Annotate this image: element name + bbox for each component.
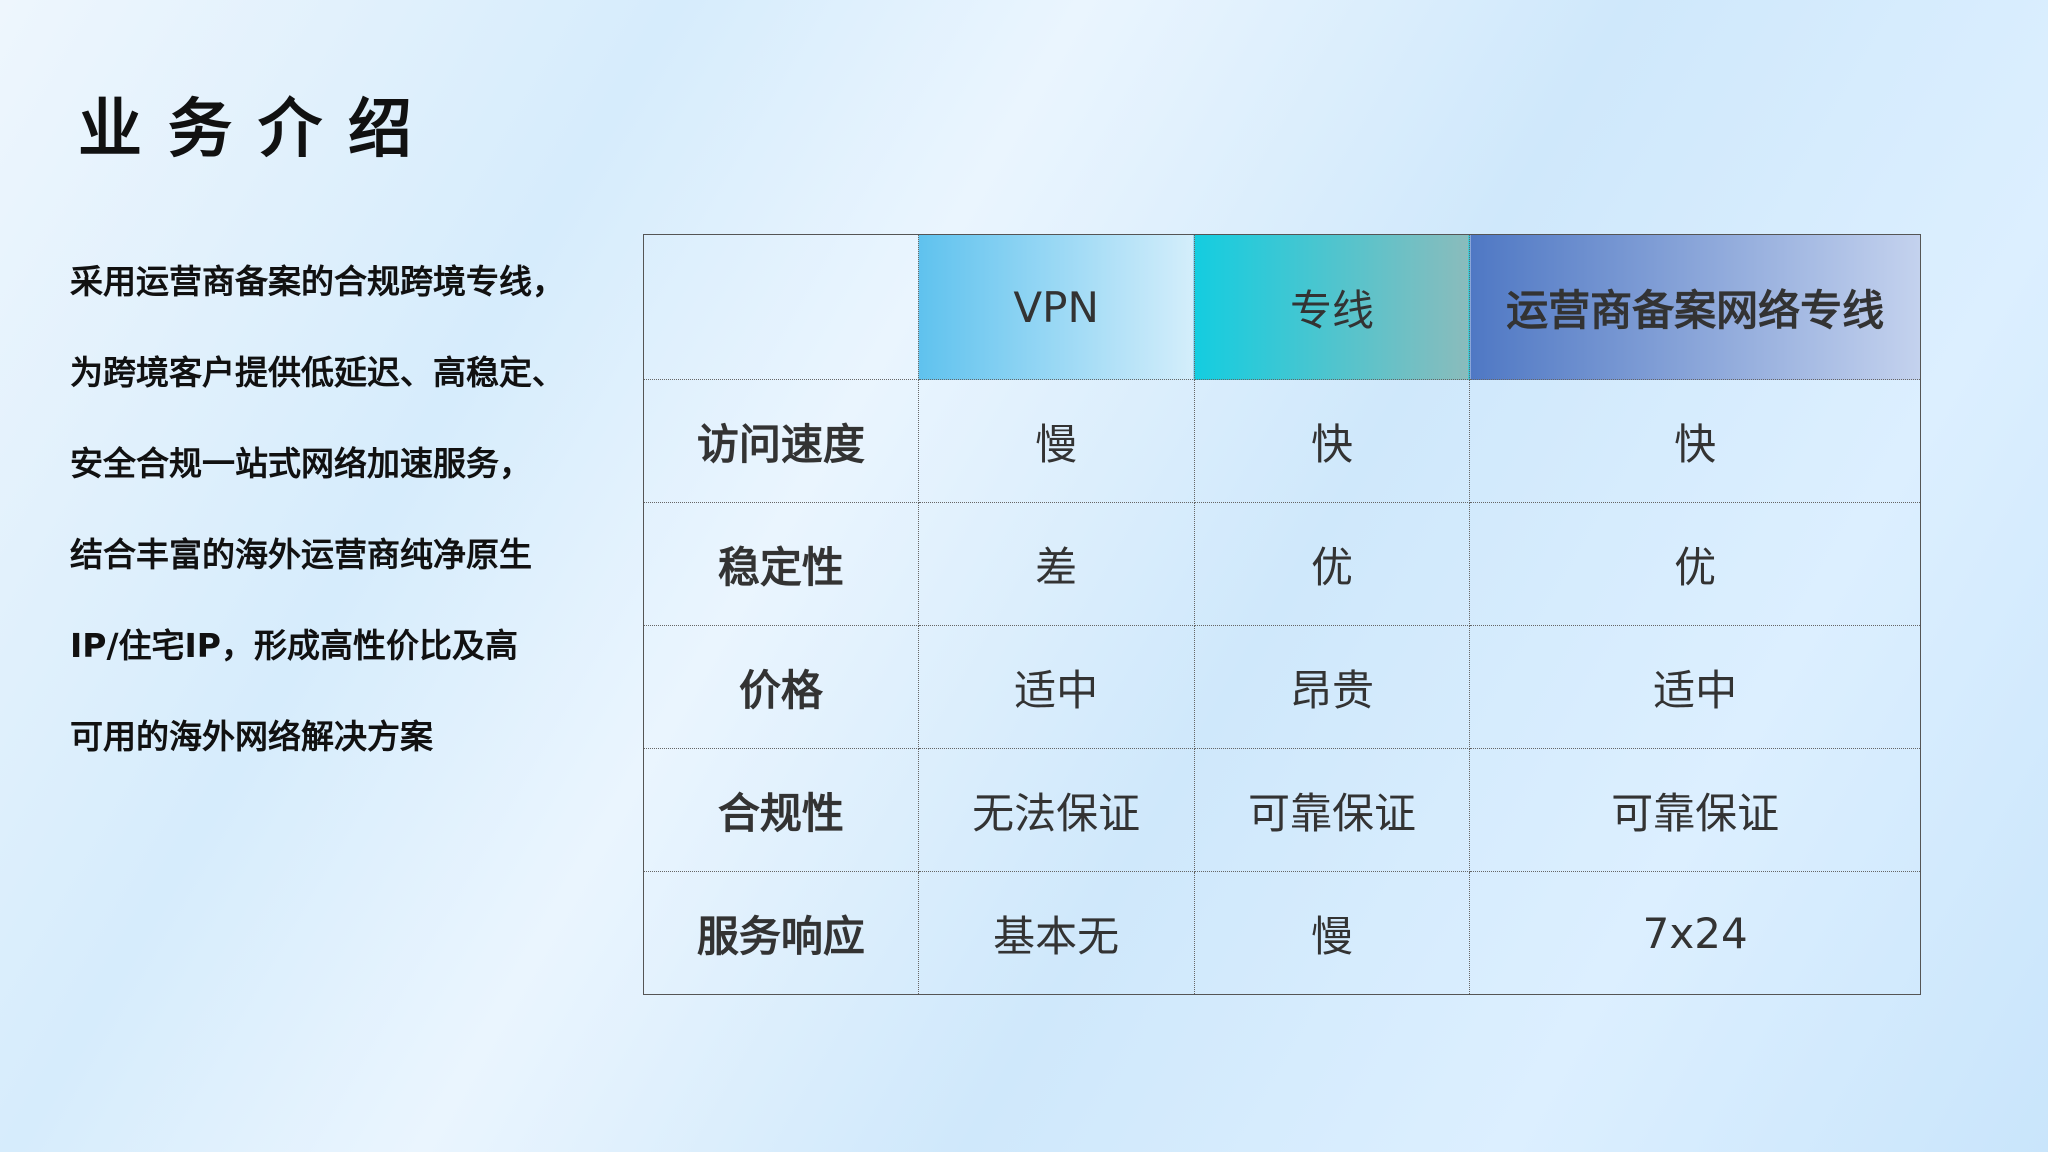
table-cell: 慢 bbox=[917, 379, 1195, 503]
intro-paragraph: 采用运营商备案的合规跨境专线， 为跨境客户提供低延迟、高稳定、 安全合规一站式网… bbox=[70, 236, 630, 782]
table-header-row: VPN 专线 运营商备案网络专线 bbox=[643, 234, 1921, 380]
table-cell: 可靠保证 bbox=[1469, 748, 1921, 872]
row-label: 价格 bbox=[643, 625, 919, 749]
table-cell: 基本无 bbox=[917, 871, 1195, 995]
page-title: 业务介绍 bbox=[78, 93, 438, 167]
intro-line: 采用运营商备案的合规跨境专线， bbox=[70, 262, 565, 301]
intro-line: 为跨境客户提供低延迟、高稳定、 bbox=[70, 353, 565, 392]
intro-line: 可用的海外网络解决方案 bbox=[70, 717, 433, 756]
table-cell: 可靠保证 bbox=[1193, 748, 1471, 872]
intro-line: 结合丰富的海外运营商纯净原生 bbox=[70, 535, 532, 574]
table-row: 访问速度 慢 快 快 bbox=[643, 379, 1921, 503]
table-cell: 昂贵 bbox=[1193, 625, 1471, 749]
table-cell: 快 bbox=[1193, 379, 1471, 503]
table-row: 价格 适中 昂贵 适中 bbox=[643, 625, 1921, 749]
row-label: 访问速度 bbox=[643, 379, 919, 503]
table-row: 稳定性 差 优 优 bbox=[643, 502, 1921, 626]
table-cell: 适中 bbox=[917, 625, 1195, 749]
table-cell: 适中 bbox=[1469, 625, 1921, 749]
table-cell: 优 bbox=[1469, 502, 1921, 626]
table-cell: 优 bbox=[1193, 502, 1471, 626]
table-cell: 无法保证 bbox=[917, 748, 1195, 872]
row-label: 合规性 bbox=[643, 748, 919, 872]
header-vpn: VPN bbox=[917, 234, 1195, 380]
row-label: 服务响应 bbox=[643, 871, 919, 995]
intro-line: 安全合规一站式网络加速服务， bbox=[70, 444, 532, 483]
header-dedicated-line: 专线 bbox=[1193, 234, 1471, 380]
table-row: 服务响应 基本无 慢 7x24 bbox=[643, 871, 1921, 995]
table-cell: 慢 bbox=[1193, 871, 1471, 995]
header-carrier-line: 运营商备案网络专线 bbox=[1469, 234, 1921, 380]
row-label: 稳定性 bbox=[643, 502, 919, 626]
table-cell: 7x24 bbox=[1469, 871, 1921, 995]
table-cell: 差 bbox=[917, 502, 1195, 626]
intro-line: IP/住宅IP，形成高性价比及高 bbox=[70, 626, 518, 665]
table-cell: 快 bbox=[1469, 379, 1921, 503]
table-row: 合规性 无法保证 可靠保证 可靠保证 bbox=[643, 748, 1921, 872]
comparison-table: VPN 专线 运营商备案网络专线 访问速度 慢 快 快 稳定性 差 优 优 价格… bbox=[643, 234, 1921, 995]
header-empty bbox=[643, 234, 919, 380]
